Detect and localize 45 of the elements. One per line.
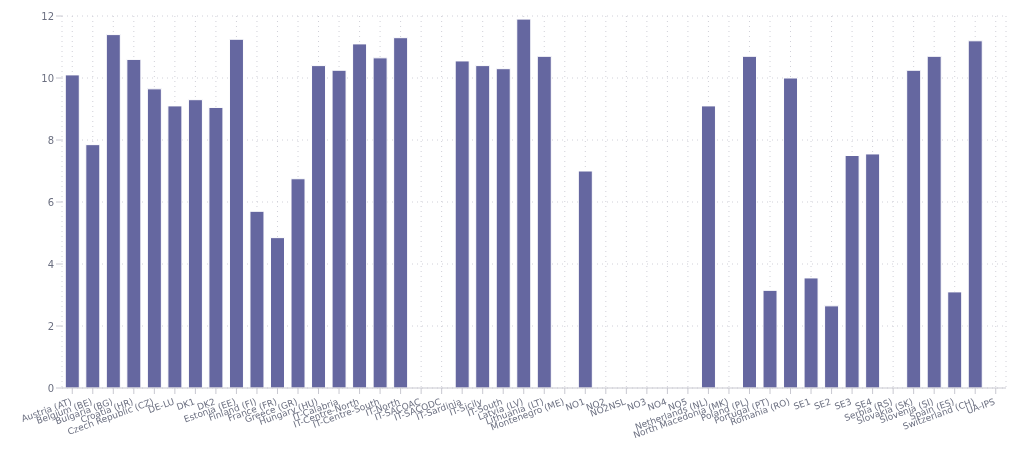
bar xyxy=(577,170,593,388)
bar xyxy=(454,60,470,388)
bar xyxy=(865,153,881,388)
bar xyxy=(311,65,327,388)
bar xyxy=(742,55,757,388)
bar xyxy=(372,57,388,388)
y-tick-label: 4 xyxy=(47,258,54,270)
bar xyxy=(85,144,101,388)
y-tick-label: 12 xyxy=(41,10,54,22)
bar xyxy=(906,69,922,388)
bar xyxy=(290,178,306,388)
x-tick-label: SE2 xyxy=(812,396,833,412)
bar xyxy=(167,105,183,388)
bar xyxy=(187,99,203,388)
x-tick-label: NO1 xyxy=(564,396,586,413)
bar xyxy=(947,291,963,388)
y-tick-label: 10 xyxy=(41,72,54,84)
bar xyxy=(146,88,162,388)
bar xyxy=(352,43,368,388)
bar xyxy=(926,55,942,388)
bar xyxy=(967,40,983,388)
y-tick-label: 6 xyxy=(47,196,54,208)
bar xyxy=(228,38,244,388)
y-tick-label: 0 xyxy=(47,382,54,394)
y-tick-label: 2 xyxy=(47,320,54,332)
bar xyxy=(270,237,285,388)
bar xyxy=(516,18,532,388)
bar xyxy=(208,106,224,388)
bar xyxy=(803,277,819,388)
bar xyxy=(700,105,716,388)
bar xyxy=(762,289,778,388)
bar xyxy=(126,58,142,388)
bar xyxy=(331,69,347,388)
bar xyxy=(64,74,80,388)
bar xyxy=(495,68,511,388)
bar xyxy=(536,55,552,388)
bar xyxy=(475,65,491,388)
bar xyxy=(249,210,265,388)
bar xyxy=(783,77,799,388)
bar xyxy=(844,155,860,388)
bar xyxy=(105,34,121,388)
y-tick-label: 8 xyxy=(47,134,54,146)
x-tick-label: SE1 xyxy=(792,396,812,412)
bar xyxy=(393,37,409,388)
bar xyxy=(824,305,840,388)
